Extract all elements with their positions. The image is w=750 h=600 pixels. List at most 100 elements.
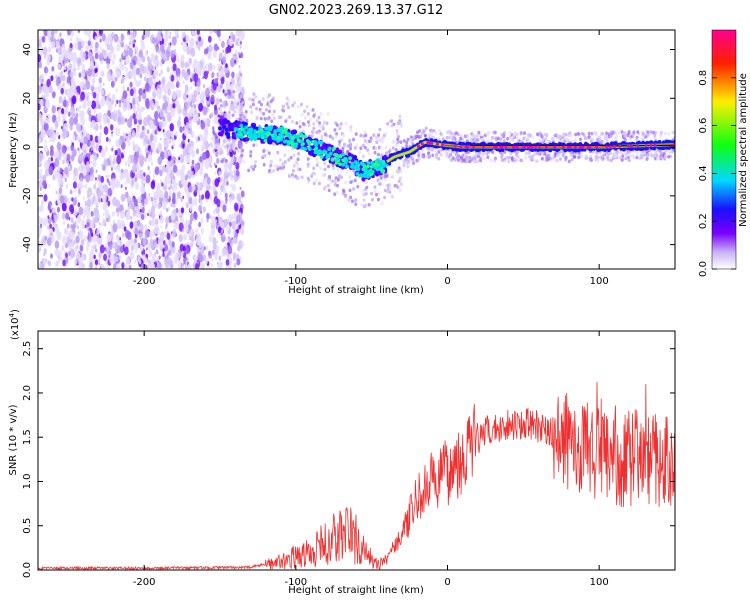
heatmap-cell: [134, 206, 137, 211]
heatmap-cell: [235, 40, 239, 46]
heatmap-cell: [288, 115, 292, 119]
heatmap-cell: [239, 174, 241, 178]
heatmap-cell: [295, 160, 299, 165]
heatmap-cell: [405, 160, 409, 165]
heatmap-cell: [78, 230, 84, 240]
heatmap-cell: [76, 85, 81, 94]
heatmap-cell: [192, 198, 198, 207]
heatmap-cell: [220, 40, 225, 49]
heatmap-cell: [125, 66, 128, 73]
heatmap-cell: [172, 229, 177, 238]
heatmap-cell: [545, 139, 549, 144]
heatmap-cell: [108, 138, 111, 143]
figure-title: GN02.2023.269.13.37.G12: [269, 3, 444, 18]
heatmap-cell: [195, 44, 198, 49]
heatmap-cell: [132, 32, 136, 39]
heatmap-cell: [58, 259, 61, 264]
heatmap-cell: [454, 131, 458, 135]
heatmap-cell: [344, 180, 348, 185]
heatmap-cell: [41, 235, 45, 240]
heatmap-cell: [345, 169, 349, 174]
heatmap-cell: [620, 158, 624, 162]
heatmap-cell: [310, 174, 314, 179]
heatmap-cell: [73, 240, 76, 245]
heatmap-cell: [624, 156, 628, 161]
heatmap-cell: [169, 122, 175, 132]
heatmap-cell: [121, 42, 124, 48]
heatmap-cell: [364, 203, 368, 207]
heatmap-cell: [522, 136, 526, 140]
heatmap-cell: [154, 166, 160, 175]
heatmap-cell: [210, 263, 213, 268]
heatmap-cell: [431, 148, 435, 152]
heatmap-cell: [40, 119, 44, 127]
heatmap-cell: [127, 206, 131, 212]
heatmap-cell: [391, 146, 395, 150]
heatmap-cell: [113, 33, 119, 43]
heatmap-cell: [73, 262, 77, 267]
heatmap-cell: [185, 147, 188, 153]
heatmap-cell: [449, 136, 453, 140]
heatmap-cell: [195, 262, 200, 269]
heatmap-cell: [296, 105, 300, 109]
heatmap-cell: [252, 92, 256, 96]
heatmap-cell: [330, 180, 334, 184]
heatmap-cell: [632, 130, 636, 134]
heatmap-cell: [48, 165, 54, 176]
heatmap-cell: [378, 127, 382, 132]
heatmap-cell: [362, 189, 366, 193]
heatmap-cell: [190, 170, 194, 176]
heatmap-cell: [134, 238, 137, 243]
heatmap-cell: [515, 136, 519, 141]
heatmap-cell: [207, 62, 213, 72]
heatmap-cell: [173, 220, 179, 230]
heatmap-cell: [209, 142, 212, 146]
heatmap-cell: [378, 139, 382, 143]
heatmap-cell: [58, 56, 62, 63]
heatmap-cell: [150, 53, 155, 62]
heatmap-cell: [193, 73, 199, 83]
heatmap-cell: [94, 35, 98, 41]
heatmap-cell: [84, 200, 88, 207]
heatmap-cell: [103, 126, 109, 135]
heatmap-cell: [212, 242, 217, 250]
heatmap-cell: [62, 128, 68, 138]
heatmap-cell: [653, 131, 657, 135]
heatmap-cell: [200, 246, 205, 255]
heatmap-cell: [116, 211, 120, 218]
heatmap-cell: [154, 110, 159, 120]
heatmap-cell: [374, 146, 378, 151]
heatmap-cell: [102, 202, 108, 211]
heatmap-cell: [74, 208, 78, 216]
heatmap-cell: [169, 31, 172, 36]
heatmap-cell: [76, 56, 82, 67]
heatmap-cell: [130, 245, 134, 251]
heatmap-cell: [173, 248, 176, 252]
heatmap-cell: [336, 167, 340, 172]
heatmap-cell: [381, 136, 385, 141]
heatmap-cell: [500, 155, 504, 159]
heatmap-cell: [78, 180, 83, 189]
heatmap-cell: [344, 195, 348, 199]
heatmap-cell: [43, 55, 46, 59]
heatmap-cell: [120, 76, 125, 84]
heatmap-cell: [101, 89, 104, 95]
heatmap-cell: [138, 87, 143, 96]
heatmap-cell: [97, 50, 101, 55]
heatmap-cell: [323, 185, 327, 189]
heatmap-cell: [349, 180, 353, 185]
heatmap-cell: [48, 85, 53, 94]
heatmap-cell: [372, 133, 376, 137]
heatmap-cell: [102, 165, 106, 171]
heatmap-cell: [76, 214, 82, 224]
heatmap-cell: [386, 122, 390, 126]
heatmap-cell: [211, 134, 216, 143]
heatmap-cell: [570, 157, 574, 162]
heatmap-cell: [110, 167, 113, 171]
heatmap-cell: [205, 63, 208, 68]
heatmap-cell: [189, 219, 193, 225]
heatmap-cell: [55, 74, 58, 80]
heatmap-cell: [296, 157, 300, 162]
heatmap-cell: [153, 69, 159, 79]
